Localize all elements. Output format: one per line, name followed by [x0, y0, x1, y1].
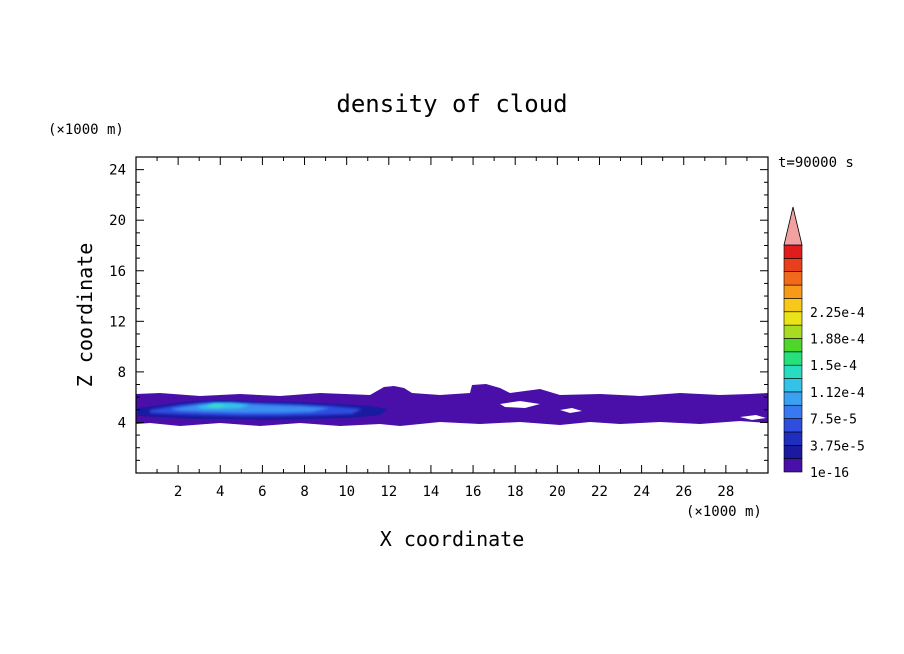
y-tick-label: 16: [109, 264, 126, 280]
x-tick-label: 4: [216, 484, 224, 500]
x-tick-label: 20: [549, 484, 566, 500]
colorbar-segment: [783, 458, 803, 473]
colorbar-label: 1.5e-4: [810, 359, 857, 374]
colorbar: 1e-16 3.75e-5 7.5e-5 1.12e-4 1.5e-4 1.88e-4 2.…: [783, 206, 865, 481]
x-tick-label: 6: [258, 484, 266, 500]
x-axis-unit: (×1000 m): [686, 504, 762, 520]
colorbar-segment: [783, 338, 803, 353]
colorbar-segment: [783, 431, 803, 446]
colorbar-label: 2.25e-4: [810, 306, 865, 321]
x-tick-label: 14: [423, 484, 440, 500]
colorbar-segment: [783, 244, 803, 259]
y-tick-label: 24: [109, 163, 126, 179]
y-axis-ticks: 4 8 12 16 20 24: [109, 163, 768, 461]
colorbar-label: 7.5e-5: [810, 413, 857, 428]
colorbar-segment: [783, 418, 803, 433]
x-tick-label: 22: [591, 484, 608, 500]
y-tick-label: 4: [118, 415, 126, 431]
x-axis-label: X coordinate: [380, 527, 525, 551]
cloud-gap: [500, 401, 540, 408]
colorbar-segment: [783, 391, 803, 406]
x-tick-label: 8: [300, 484, 308, 500]
x-tick-label: 10: [338, 484, 355, 500]
colorbar-label: 1e-16: [810, 466, 849, 481]
time-label: t=90000 s: [778, 155, 854, 171]
x-tick-label: 18: [507, 484, 524, 500]
colorbar-segment: [783, 364, 803, 379]
plot-frame: [135, 156, 769, 474]
colorbar-segment: [783, 284, 803, 299]
colorbar-segment: [783, 378, 803, 393]
colorbar-label: 1.88e-4: [810, 332, 865, 347]
colorbar-segment: [783, 444, 803, 459]
colorbar-segment: [783, 271, 803, 286]
colorbar-segment: [783, 258, 803, 273]
y-tick-label: 20: [109, 213, 126, 229]
colorbar-segment: [783, 351, 803, 366]
colorbar-segment: [783, 404, 803, 419]
y-tick-label: 12: [109, 314, 126, 330]
x-tick-label: 26: [675, 484, 692, 500]
chart-title: density of cloud: [336, 90, 567, 118]
colorbar-label: 3.75e-5: [810, 439, 865, 454]
colorbar-segment: [783, 311, 803, 326]
x-axis-ticks: 2 4 6 8 10 12 14 16 18 20 22 24 26 28: [156, 157, 748, 500]
x-tick-label: 28: [717, 484, 734, 500]
colorbar-segment: [783, 298, 803, 313]
y-axis-unit: (×1000 m): [48, 122, 124, 138]
colorbar-segment: [783, 324, 803, 339]
cloud-field: [136, 384, 768, 426]
cloud-gap: [740, 415, 766, 420]
colorbar-extend-arrow: [783, 206, 803, 246]
x-tick-label: 16: [465, 484, 482, 500]
cloud-gap: [560, 408, 582, 413]
colorbar-label: 1.12e-4: [810, 386, 865, 401]
x-tick-label: 24: [633, 484, 650, 500]
x-tick-label: 2: [174, 484, 182, 500]
y-axis-label: Z coordinate: [73, 243, 97, 388]
cloud-peak: [206, 404, 226, 407]
x-tick-label: 12: [380, 484, 397, 500]
y-tick-label: 8: [118, 365, 126, 381]
